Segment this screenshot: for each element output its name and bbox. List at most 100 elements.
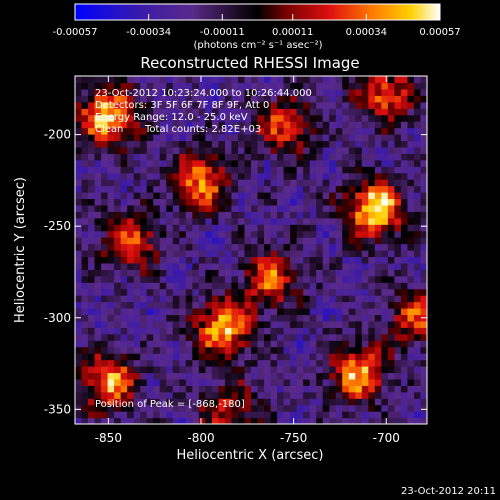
heatmap-cell (361, 101, 369, 109)
heatmap-cell (140, 417, 148, 424)
heatmap-cell (348, 398, 356, 406)
heatmap-cell (394, 282, 402, 290)
heatmap-cell (270, 185, 278, 193)
heatmap-cell (381, 256, 389, 264)
heatmap-cell (374, 256, 382, 264)
heatmap-cell (387, 159, 396, 167)
heatmap-cell (205, 82, 213, 90)
heatmap-cell (107, 76, 115, 84)
heatmap-cell (400, 237, 409, 245)
heatmap-cell (296, 217, 304, 225)
heatmap-cell (303, 159, 311, 167)
heatmap-cell (342, 204, 350, 212)
heatmap-cell (407, 146, 415, 154)
heatmap-cell (322, 179, 330, 187)
heatmap-cell (368, 262, 376, 270)
heatmap-cell (192, 301, 200, 309)
heatmap-cell (172, 288, 180, 296)
heatmap-cell (257, 192, 265, 200)
heatmap-cell (231, 282, 239, 290)
colorbar-tick-label: 0.00057 (419, 27, 460, 38)
heatmap-cell (420, 340, 427, 348)
heatmap-cell (120, 192, 128, 200)
heatmap-cell (264, 224, 272, 232)
heatmap-cell (146, 411, 154, 419)
heatmap-cell (407, 372, 415, 380)
heatmap-cell (407, 101, 415, 109)
heatmap-cell (413, 230, 422, 238)
heatmap-cell (394, 308, 402, 316)
heatmap-cell (166, 333, 174, 341)
heatmap-cell (264, 314, 272, 322)
heatmap-cell (244, 411, 252, 419)
heatmap-cell (159, 134, 167, 142)
heatmap-cell (283, 378, 291, 386)
heatmap-cell (166, 179, 174, 187)
heatmap-cell (88, 301, 96, 309)
heatmap-cell (94, 153, 102, 161)
heatmap-cell (420, 237, 427, 245)
heatmap-cell (355, 346, 363, 354)
heatmap-cell (218, 172, 226, 180)
heatmap-cell (368, 256, 376, 264)
heatmap-cell (166, 121, 174, 129)
heatmap-cell (368, 333, 376, 341)
heatmap-cell (231, 340, 239, 348)
annotation-detectors: Detectors: 3F 5F 6F 7F 8F 9F, Att 0 (95, 100, 269, 111)
heatmap-cell (211, 275, 220, 283)
heatmap-cell (355, 134, 363, 142)
heatmap-cell (335, 230, 343, 238)
heatmap-cell (205, 121, 213, 129)
heatmap-cell (303, 301, 311, 309)
heatmap-cell (413, 101, 422, 109)
heatmap-cell (316, 185, 324, 193)
heatmap-cell (400, 378, 409, 386)
heatmap-cell (316, 82, 324, 90)
heatmap-cell (107, 121, 115, 129)
heatmap-cell (277, 288, 285, 296)
heatmap-cell (322, 359, 330, 367)
heatmap-cell (407, 411, 415, 419)
heatmap-cell (146, 76, 154, 84)
heatmap-cell (381, 250, 389, 258)
heatmap-cell (329, 378, 337, 386)
heatmap-cell (270, 172, 278, 180)
heatmap-cell (146, 121, 154, 129)
heatmap-cell (387, 353, 396, 361)
heatmap-cell (192, 295, 200, 303)
heatmap-cell (205, 224, 213, 232)
heatmap-cell (251, 372, 259, 380)
heatmap-cell (81, 391, 89, 399)
heatmap-cell (329, 417, 337, 424)
heatmap-cell (140, 327, 148, 335)
heatmap-cell (296, 172, 304, 180)
heatmap-cell (146, 269, 154, 277)
heatmap-cell (361, 198, 369, 206)
heatmap-cell (75, 88, 83, 96)
heatmap-cell (355, 198, 363, 206)
heatmap-cell (342, 243, 350, 251)
heatmap-cell (420, 172, 427, 180)
heatmap-cell (368, 237, 376, 245)
heatmap-cell (237, 243, 246, 251)
heatmap-cell (355, 275, 363, 283)
heatmap-cell (303, 95, 311, 103)
heatmap-cell (101, 185, 109, 193)
heatmap-cell (413, 282, 422, 290)
heatmap-cell (329, 391, 337, 399)
heatmap-cell (283, 391, 291, 399)
heatmap-cell (107, 146, 115, 154)
heatmap-cell (264, 385, 272, 393)
heatmap-cell (172, 372, 180, 380)
heatmap-cell (153, 127, 161, 135)
heatmap-cell (224, 295, 233, 303)
heatmap-cell (322, 192, 330, 200)
heatmap-cell (224, 172, 233, 180)
heatmap-cell (146, 262, 154, 270)
heatmap-cell (153, 398, 161, 406)
heatmap-cell (368, 159, 376, 167)
heatmap-cell (237, 275, 246, 283)
heatmap-cell (101, 217, 109, 225)
heatmap-cell (257, 211, 265, 219)
heatmap-cell (348, 101, 356, 109)
